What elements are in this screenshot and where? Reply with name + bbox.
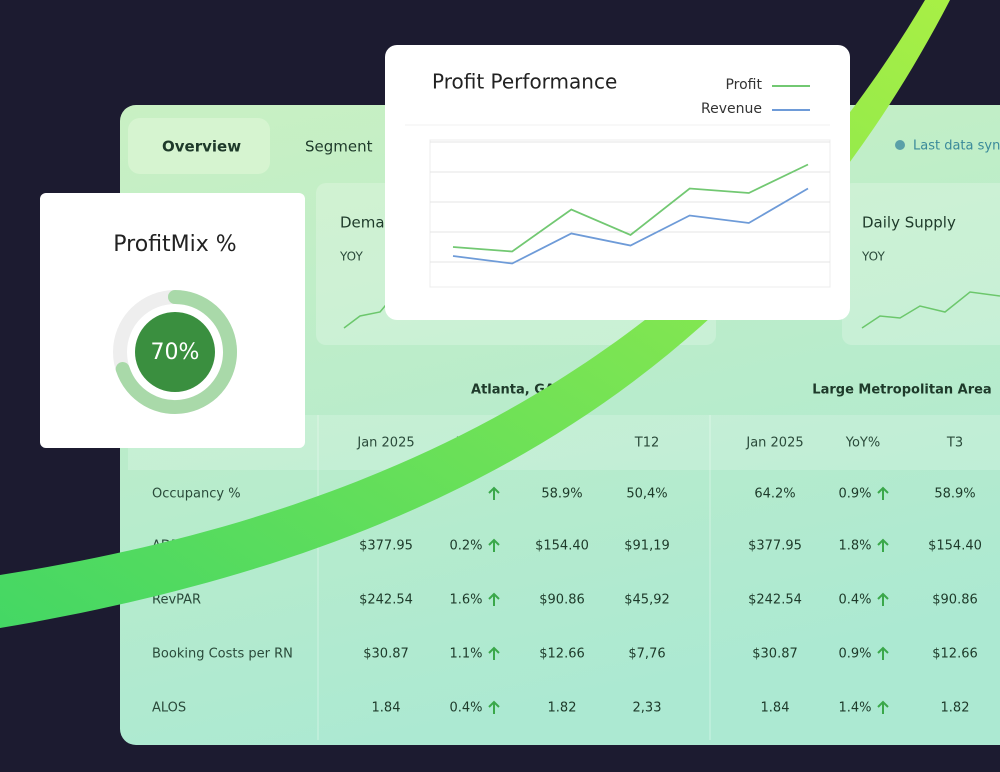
cell: 0.9% bbox=[838, 647, 871, 662]
donut-label: 70% bbox=[151, 340, 200, 365]
row-label: Booking Costs per RN bbox=[152, 647, 293, 662]
chart-title: ProfitMix % bbox=[113, 232, 236, 257]
line-series bbox=[452, 163, 809, 253]
legend-label: Revenue bbox=[701, 101, 762, 117]
cell: $12.66 bbox=[539, 647, 585, 662]
up-arrow bbox=[488, 538, 500, 552]
cell: $90.86 bbox=[932, 593, 978, 608]
sparkline bbox=[861, 291, 1000, 329]
profit-mix-card: ProfitMix % 70% bbox=[40, 193, 305, 448]
cell: 58.9% bbox=[541, 487, 582, 502]
up-arrow bbox=[877, 700, 889, 714]
card-subtitle: YOY bbox=[861, 250, 885, 264]
legend-label: Profit bbox=[725, 77, 762, 93]
cell: $30.87 bbox=[363, 647, 409, 662]
cell: 58.9% bbox=[934, 487, 975, 502]
cell: 0.2% bbox=[449, 539, 482, 554]
cell: $154.40 bbox=[928, 539, 982, 554]
row-label: RevPAR bbox=[152, 593, 201, 608]
supply-card bbox=[842, 183, 1000, 345]
cell: 1.82 bbox=[548, 701, 577, 716]
cell: 0.4% bbox=[838, 593, 871, 608]
cell: 1.84 bbox=[761, 701, 790, 716]
card-subtitle: YOY bbox=[339, 250, 363, 264]
cell: $45,92 bbox=[624, 593, 670, 608]
cell: 1.4% bbox=[838, 701, 871, 716]
cell: $242.54 bbox=[748, 593, 802, 608]
cell: 1.6% bbox=[449, 593, 482, 608]
up-arrow bbox=[877, 646, 889, 660]
sync-note: Last data sync bbox=[913, 139, 1000, 154]
column-header: YoY% bbox=[845, 436, 880, 451]
tab[interactable]: Overview bbox=[162, 138, 241, 156]
up-arrow bbox=[877, 592, 889, 606]
cell: $90.86 bbox=[539, 593, 585, 608]
cell: 1.84 bbox=[372, 701, 401, 716]
cell: 1.82 bbox=[941, 701, 970, 716]
tab[interactable]: Segment bbox=[305, 138, 373, 156]
card-title: Daily Supply bbox=[862, 214, 956, 232]
cell: 1.8% bbox=[838, 539, 871, 554]
cell: 64.2% bbox=[754, 487, 795, 502]
donut-center bbox=[135, 312, 215, 392]
column-header: T3 bbox=[946, 436, 963, 451]
column-header: Jan 2025 bbox=[356, 436, 414, 451]
up-arrow bbox=[488, 592, 500, 606]
cell: 0.4% bbox=[449, 701, 482, 716]
group-header: Atlanta, GA bbox=[471, 383, 555, 398]
cell: 0.9% bbox=[838, 487, 871, 502]
cell: $30.87 bbox=[752, 647, 798, 662]
cell: 1.1% bbox=[449, 647, 482, 662]
cell: $12.66 bbox=[932, 647, 978, 662]
row-label: Occupancy % bbox=[152, 487, 241, 502]
cell: 2,33 bbox=[633, 701, 662, 716]
donut-arc bbox=[115, 290, 237, 414]
up-arrow bbox=[488, 646, 500, 660]
column-header: Jan 2025 bbox=[745, 436, 803, 451]
info-icon bbox=[895, 140, 905, 150]
plot-frame bbox=[429, 139, 831, 288]
line-series bbox=[452, 187, 809, 265]
cell: $242.54 bbox=[359, 593, 413, 608]
decorative-swoosh bbox=[0, 0, 950, 628]
profit-performance-card: Profit Performance Profit Revenue bbox=[385, 45, 850, 320]
cell: $154.40 bbox=[535, 539, 589, 554]
up-arrow bbox=[877, 486, 889, 500]
group-header: Large Metropolitan Area bbox=[812, 383, 991, 398]
cell: $7,76 bbox=[628, 647, 665, 662]
column-header: T12 bbox=[634, 436, 659, 451]
row-label: ALOS bbox=[152, 701, 186, 716]
cell: 50,4% bbox=[626, 487, 667, 502]
up-arrow bbox=[488, 486, 500, 500]
cell: $91,19 bbox=[624, 539, 670, 554]
chart-title: Profit Performance bbox=[432, 70, 617, 94]
cell: $377.95 bbox=[748, 539, 802, 554]
up-arrow bbox=[488, 700, 500, 714]
up-arrow bbox=[877, 538, 889, 552]
active-tab-bg[interactable] bbox=[128, 118, 270, 174]
cell: $377.95 bbox=[359, 539, 413, 554]
